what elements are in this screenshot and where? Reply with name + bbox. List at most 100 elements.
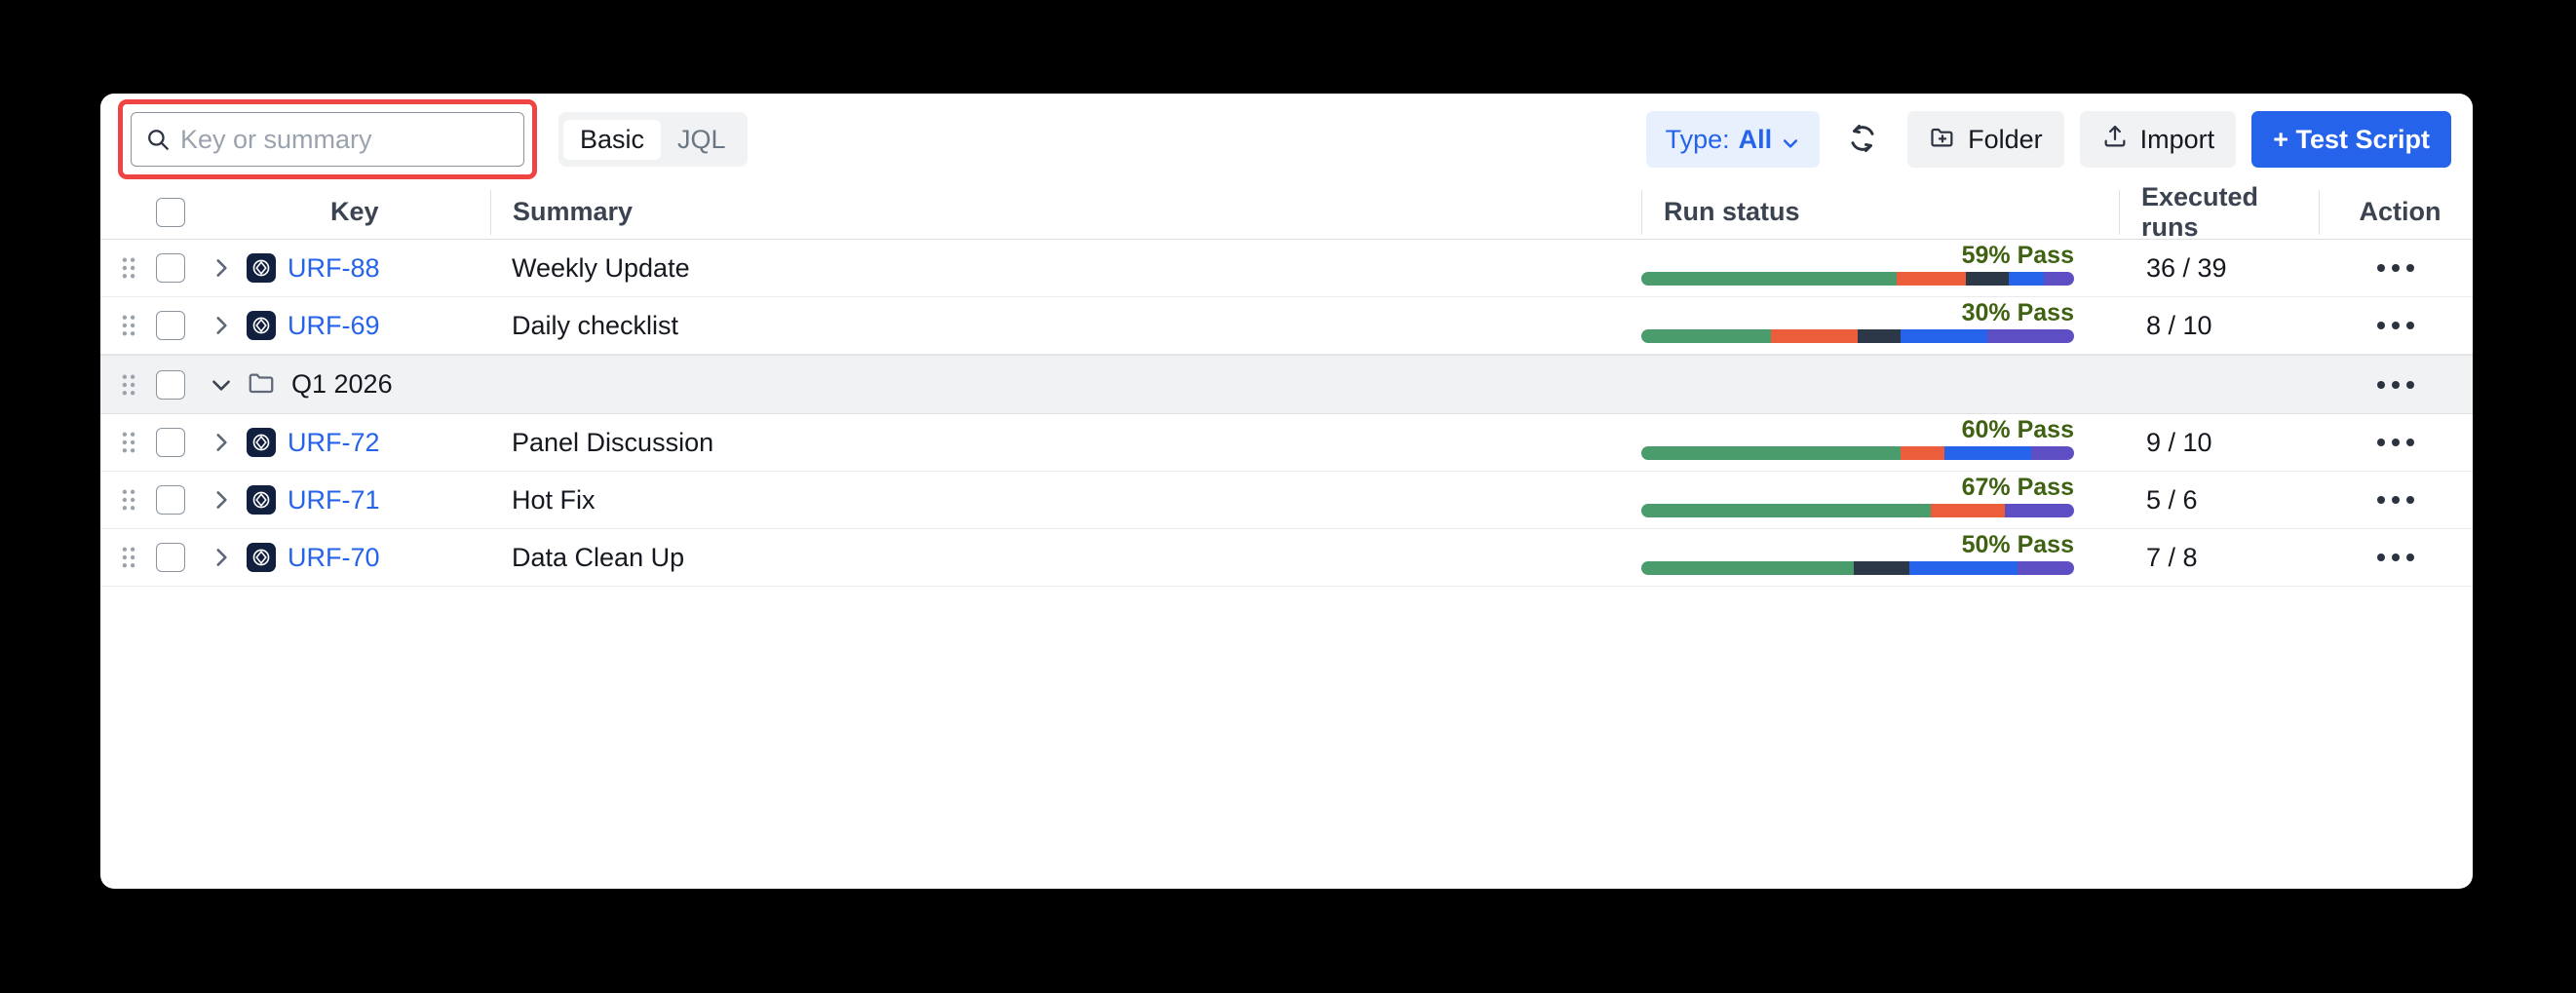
- row-checkbox[interactable]: [156, 543, 185, 572]
- header-action: Action: [2319, 189, 2473, 235]
- select-all-cell: [145, 197, 196, 227]
- table-row[interactable]: URF-72 Panel Discussion 60% Pass 9 / 10: [100, 414, 2473, 472]
- test-script-table: Key Summary Run status Executed runs Act…: [100, 182, 2473, 587]
- search-box[interactable]: [131, 112, 524, 167]
- refresh-icon: [1847, 123, 1878, 157]
- status-segment: [1771, 328, 1858, 343]
- test-key-link[interactable]: URF-69: [288, 310, 380, 340]
- folder-name-cell: Q1 2026: [247, 367, 2319, 401]
- status-segment: [1641, 560, 1854, 575]
- search-mode-toggle[interactable]: Basic JQL: [558, 112, 748, 167]
- type-filter-dropdown[interactable]: Type: All: [1645, 111, 1821, 168]
- pass-percentage: 30% Pass: [1961, 298, 2074, 326]
- new-folder-label: Folder: [1968, 124, 2043, 154]
- row-actions-button[interactable]: [2369, 248, 2422, 287]
- executed-runs-cell: 5 / 6: [2119, 485, 2319, 516]
- tab-basic[interactable]: Basic: [563, 119, 662, 160]
- row-checkbox[interactable]: [156, 428, 185, 457]
- row-actions-button[interactable]: [2369, 480, 2422, 519]
- row-checkbox[interactable]: [156, 311, 185, 340]
- executed-runs-cell: 9 / 10: [2119, 428, 2319, 458]
- search-icon: [145, 127, 171, 152]
- test-key-link[interactable]: URF-88: [288, 252, 380, 283]
- folder-name: Q1 2026: [291, 369, 393, 399]
- row-actions-button[interactable]: [2369, 365, 2422, 404]
- upload-icon: [2101, 123, 2129, 157]
- type-filter-value: All: [1738, 124, 1773, 154]
- key-cell: URF-69: [247, 311, 490, 341]
- status-segment: [1641, 328, 1772, 343]
- drag-handle[interactable]: [112, 315, 145, 336]
- row-actions-button[interactable]: [2369, 538, 2422, 577]
- key-cell: URF-72: [247, 428, 490, 458]
- test-key-link[interactable]: URF-71: [288, 484, 380, 515]
- table-row[interactable]: URF-71 Hot Fix 67% Pass 5 / 6: [100, 472, 2473, 529]
- status-segment: [2004, 503, 2074, 517]
- status-bar: [1641, 445, 2074, 460]
- run-status-cell: 59% Pass: [1641, 240, 2119, 297]
- key-cell: URF-88: [247, 253, 490, 284]
- expand-toggle[interactable]: [196, 430, 247, 455]
- expand-toggle[interactable]: [196, 313, 247, 338]
- expand-toggle[interactable]: [196, 255, 247, 281]
- status-segment: [1943, 445, 2031, 460]
- status-bar: [1641, 503, 2074, 517]
- run-status-cell: 50% Pass: [1641, 529, 2119, 587]
- row-select-cell: [145, 543, 196, 572]
- status-segment: [1901, 328, 1988, 343]
- row-checkbox[interactable]: [156, 253, 185, 283]
- folder-icon: [247, 367, 276, 401]
- status-segment: [1909, 560, 2019, 575]
- drag-handle[interactable]: [112, 489, 145, 511]
- row-actions-cell: [2319, 538, 2473, 577]
- executed-runs-text: 8 / 10: [2146, 310, 2212, 340]
- run-status-cell: 67% Pass: [1641, 472, 2119, 529]
- expand-toggle[interactable]: [196, 545, 247, 570]
- executed-runs-cell: 7 / 8: [2119, 543, 2319, 573]
- status-segment: [1853, 560, 1910, 575]
- drag-handle[interactable]: [112, 374, 145, 396]
- new-folder-button[interactable]: Folder: [1907, 111, 2064, 168]
- test-script-icon: [247, 253, 276, 283]
- summary-cell: Hot Fix: [490, 485, 1641, 516]
- table-row[interactable]: URF-88 Weekly Update 59% Pass 36 / 39: [100, 240, 2473, 297]
- header-run-status-label: Run status: [1641, 189, 2119, 235]
- folder-row[interactable]: Q1 2026: [100, 355, 2473, 414]
- run-status-cell: 30% Pass: [1641, 297, 2119, 355]
- table-row[interactable]: URF-69 Daily checklist 30% Pass 8 / 10: [100, 297, 2473, 355]
- executed-runs-text: 9 / 10: [2146, 427, 2212, 457]
- executed-runs-cell: 36 / 39: [2119, 253, 2319, 284]
- pass-percentage: 60% Pass: [1961, 415, 2074, 443]
- header-summary-label: Summary: [490, 189, 1641, 235]
- import-button[interactable]: Import: [2079, 111, 2237, 168]
- drag-handle[interactable]: [112, 547, 145, 568]
- drag-handle[interactable]: [112, 257, 145, 279]
- add-test-script-button[interactable]: + Test Script: [2251, 111, 2451, 168]
- summary-cell: Data Clean Up: [490, 543, 1641, 573]
- expand-toggle[interactable]: [196, 372, 247, 398]
- expand-toggle[interactable]: [196, 487, 247, 513]
- refresh-button[interactable]: [1833, 111, 1892, 168]
- row-actions-button[interactable]: [2369, 423, 2422, 462]
- row-actions-button[interactable]: [2369, 306, 2422, 345]
- row-select-cell: [145, 311, 196, 340]
- key-cell: URF-71: [247, 485, 490, 516]
- summary-text: Weekly Update: [512, 252, 690, 283]
- tab-jql[interactable]: JQL: [677, 124, 726, 154]
- table-row[interactable]: URF-70 Data Clean Up 50% Pass 7 / 8: [100, 529, 2473, 587]
- select-all-checkbox[interactable]: [156, 197, 185, 227]
- drag-handle[interactable]: [112, 432, 145, 453]
- test-key-link[interactable]: URF-72: [288, 427, 380, 457]
- executed-runs-text: 36 / 39: [2146, 252, 2227, 283]
- test-script-icon: [247, 428, 276, 457]
- test-key-link[interactable]: URF-70: [288, 542, 380, 572]
- row-checkbox[interactable]: [156, 369, 185, 400]
- row-checkbox[interactable]: [156, 485, 185, 515]
- status-bar: [1641, 328, 2074, 343]
- executed-runs-text: 7 / 8: [2146, 542, 2198, 572]
- summary-cell: Weekly Update: [490, 253, 1641, 284]
- test-script-panel: Basic JQL Type: All: [100, 94, 2473, 889]
- search-input[interactable]: [180, 124, 502, 155]
- row-actions-cell: [2319, 306, 2473, 345]
- folder-plus-icon: [1929, 123, 1956, 157]
